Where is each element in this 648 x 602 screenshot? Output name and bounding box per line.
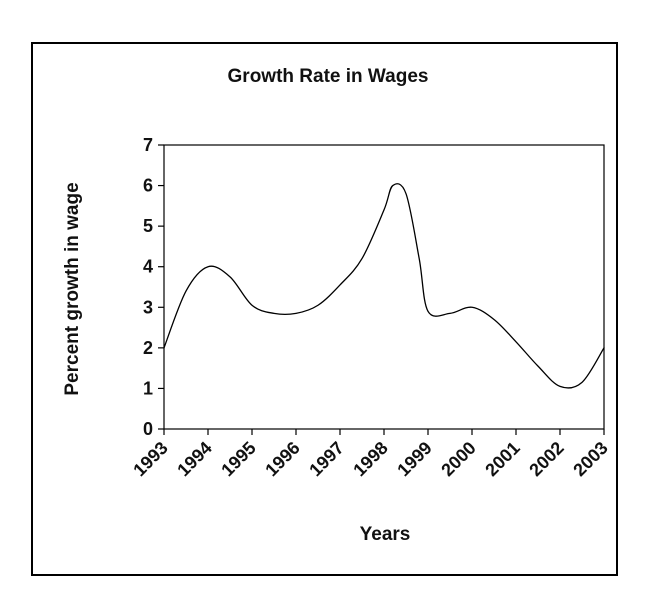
plot-area bbox=[163, 144, 605, 430]
x-tick-label: 2000 bbox=[437, 438, 479, 480]
x-axis-ticks: 1993 1994 1995 1996 1997 1998 1999 2000 2001 2002… bbox=[129, 429, 612, 480]
y-tick-label: 5 bbox=[143, 216, 153, 236]
y-tick-label: 3 bbox=[143, 297, 153, 317]
x-tick-label: 1994 bbox=[173, 438, 215, 480]
line-chart: Growth Rate in Wages Percent growth in w… bbox=[62, 66, 612, 545]
y-axis-ticks: 0 1 2 3 4 5 6 7 bbox=[143, 135, 164, 439]
x-tick-label: 1998 bbox=[349, 438, 391, 480]
y-tick-label: 6 bbox=[143, 176, 153, 196]
y-tick-label: 7 bbox=[143, 135, 153, 155]
series-line bbox=[163, 183, 605, 389]
x-tick-label: 1995 bbox=[217, 438, 259, 480]
chart-frame: Growth Rate in Wages Percent growth in w… bbox=[31, 42, 618, 576]
y-tick-label: 4 bbox=[143, 257, 153, 277]
y-axis-label: Percent growth in wage bbox=[62, 182, 83, 395]
y-tick-label: 0 bbox=[143, 419, 153, 439]
x-tick-label: 1993 bbox=[129, 438, 171, 480]
x-axis-label: Years bbox=[360, 524, 411, 545]
x-tick-label: 2001 bbox=[481, 438, 523, 480]
x-tick-label: 1997 bbox=[305, 438, 347, 480]
y-tick-label: 1 bbox=[143, 378, 153, 398]
x-tick-label: 2003 bbox=[569, 438, 611, 480]
x-tick-label: 1999 bbox=[393, 438, 435, 480]
y-tick-label: 2 bbox=[143, 338, 153, 358]
x-tick-label: 1996 bbox=[261, 438, 303, 480]
chart-title: Growth Rate in Wages bbox=[228, 66, 429, 87]
x-tick-label: 2002 bbox=[525, 438, 567, 480]
series-layer bbox=[163, 183, 605, 389]
